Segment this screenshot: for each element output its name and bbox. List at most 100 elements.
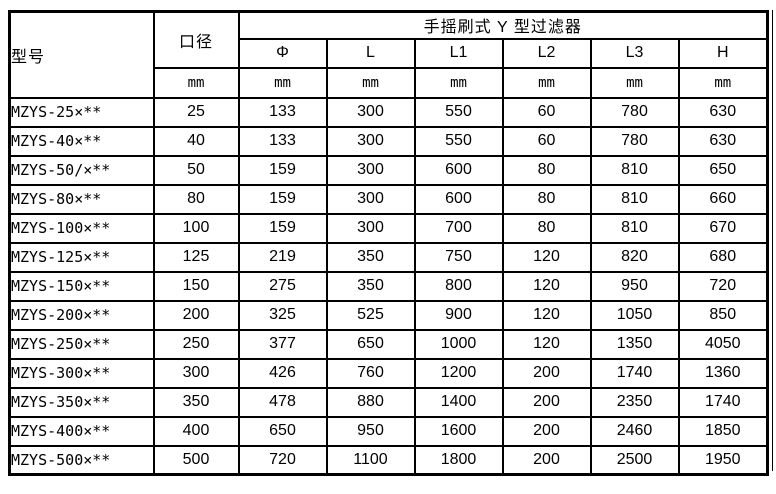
value-cell: 250 (152, 328, 240, 360)
model-cell: MZYS-80×** (8, 183, 155, 215)
value-cell: 159 (237, 212, 328, 244)
group-header-row: 型号 口径 手摇刷式 Y 型过滤器 (8, 10, 769, 99)
value-cell: 350 (325, 270, 416, 302)
value-cell: 377 (237, 328, 328, 360)
value-cell: 300 (325, 183, 416, 215)
value-cell: 200 (152, 299, 240, 331)
table-row: MZYS-25×** 25 133 300 550 60 780 630 (8, 96, 769, 128)
value-cell: 660 (677, 183, 769, 215)
value-cell: 1800 (413, 444, 504, 476)
filter-spec-table: 型号 口径 手摇刷式 Y 型过滤器 Φ L L1 L2 L3 H mm mm m… (8, 10, 769, 476)
model-cell: MZYS-25×** (8, 96, 155, 128)
value-cell: 650 (677, 154, 769, 186)
value-cell: 850 (677, 299, 769, 331)
value-cell: 133 (237, 96, 328, 128)
table-row: MZYS-250×** 250 377 650 1000 120 1350 4050 (8, 328, 769, 360)
value-cell: 550 (413, 125, 504, 157)
table-body: MZYS-25×** 25 133 300 550 60 780 630 MZYS-40×** 4… (8, 96, 769, 476)
value-cell: 50 (152, 154, 240, 186)
model-cell: MZYS-150×** (8, 270, 155, 302)
unit-cell: mm (677, 66, 769, 99)
model-cell: MZYS-250×** (8, 328, 155, 360)
value-cell: 120 (501, 328, 592, 360)
value-cell: 1000 (413, 328, 504, 360)
unit-header-row: mm mm mm mm mm mm mm (10, 66, 769, 99)
model-cell: MZYS-125×** (8, 241, 155, 273)
value-cell: 1600 (413, 415, 504, 447)
table-row: MZYS-150×** 150 275 350 800 120 950 720 (8, 270, 769, 302)
value-cell: 720 (677, 270, 769, 302)
unit-cell: mm (237, 66, 328, 99)
model-cell: MZYS-300×** (8, 357, 155, 389)
value-cell: 80 (501, 183, 592, 215)
value-cell: 780 (589, 125, 680, 157)
value-cell: 525 (325, 299, 416, 331)
value-cell: 300 (325, 96, 416, 128)
value-cell: 1740 (677, 386, 769, 418)
unit-cell: mm (413, 66, 504, 99)
value-cell: 80 (501, 154, 592, 186)
value-cell: 350 (325, 241, 416, 273)
unit-cell: mm (501, 66, 592, 99)
spec-table-wrap: 型号 口径 手摇刷式 Y 型过滤器 Φ L L1 L2 L3 H mm mm m… (8, 10, 773, 476)
value-cell: 900 (413, 299, 504, 331)
diameter-column-header: 口径 (152, 10, 240, 69)
value-cell: 350 (152, 386, 240, 418)
model-cell: MZYS-100×** (8, 212, 155, 244)
model-column-header: 型号 (8, 10, 155, 99)
value-cell: 700 (413, 212, 504, 244)
value-cell: 720 (237, 444, 328, 476)
table-row: MZYS-80×** 80 159 300 600 80 810 660 (8, 183, 769, 215)
value-cell: 4050 (677, 328, 769, 360)
dimension-header-row: Φ L L1 L2 L3 H (10, 37, 769, 69)
value-cell: 1850 (677, 415, 769, 447)
value-cell: 400 (152, 415, 240, 447)
value-cell: 300 (152, 357, 240, 389)
table-row: MZYS-200×** 200 325 525 900 120 1050 850 (8, 299, 769, 331)
table-row: MZYS-100×** 100 159 300 700 80 810 670 (8, 212, 769, 244)
value-cell: 325 (237, 299, 328, 331)
value-cell: 630 (677, 96, 769, 128)
value-cell: 950 (325, 415, 416, 447)
column-header-l3: L3 (589, 37, 680, 69)
table-row: MZYS-50/×** 50 159 300 600 80 810 650 (8, 154, 769, 186)
product-group-header: 手摇刷式 Y 型过滤器 (237, 10, 769, 40)
value-cell: 650 (237, 415, 328, 447)
value-cell: 810 (589, 154, 680, 186)
table-row: MZYS-350×** 350 478 880 1400 200 2350 1740 (8, 386, 769, 418)
value-cell: 125 (152, 241, 240, 273)
value-cell: 1360 (677, 357, 769, 389)
value-cell: 275 (237, 270, 328, 302)
value-cell: 600 (413, 154, 504, 186)
value-cell: 1350 (589, 328, 680, 360)
column-header-phi: Φ (237, 37, 328, 69)
value-cell: 670 (677, 212, 769, 244)
model-cell: MZYS-50/×** (8, 154, 155, 186)
value-cell: 650 (325, 328, 416, 360)
model-cell: MZYS-400×** (8, 415, 155, 447)
value-cell: 200 (501, 357, 592, 389)
value-cell: 600 (413, 183, 504, 215)
model-cell: MZYS-40×** (8, 125, 155, 157)
value-cell: 880 (325, 386, 416, 418)
value-cell: 200 (501, 386, 592, 418)
value-cell: 1050 (589, 299, 680, 331)
table-row: MZYS-125×** 125 219 350 750 120 820 680 (8, 241, 769, 273)
model-cell: MZYS-200×** (8, 299, 155, 331)
table-row: MZYS-40×** 40 133 300 550 60 780 630 (8, 125, 769, 157)
value-cell: 150 (152, 270, 240, 302)
value-cell: 200 (501, 444, 592, 476)
value-cell: 300 (325, 154, 416, 186)
value-cell: 80 (501, 212, 592, 244)
column-header-l1: L1 (413, 37, 504, 69)
page: 型号 口径 手摇刷式 Y 型过滤器 Φ L L1 L2 L3 H mm mm m… (8, 10, 773, 476)
value-cell: 1740 (589, 357, 680, 389)
value-cell: 810 (589, 183, 680, 215)
value-cell: 1400 (413, 386, 504, 418)
value-cell: 550 (413, 96, 504, 128)
value-cell: 159 (237, 183, 328, 215)
unit-cell: mm (152, 66, 240, 99)
value-cell: 780 (589, 96, 680, 128)
value-cell: 200 (501, 415, 592, 447)
value-cell: 60 (501, 96, 592, 128)
